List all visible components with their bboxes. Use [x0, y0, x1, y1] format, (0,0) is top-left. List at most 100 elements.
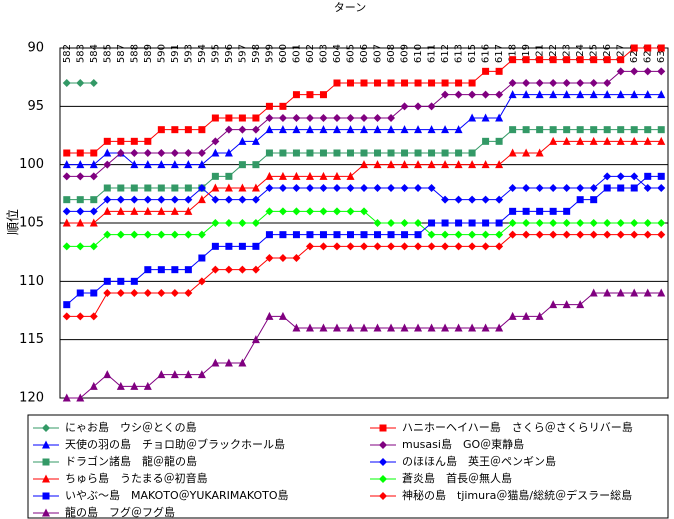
data-point — [576, 136, 585, 145]
data-point — [319, 125, 328, 134]
legend-marker — [42, 492, 50, 500]
x-tick-label: 599 — [264, 44, 275, 63]
data-point — [468, 195, 477, 204]
data-point — [89, 381, 98, 390]
data-point — [603, 136, 612, 145]
data-point — [130, 149, 139, 157]
data-point — [643, 90, 652, 99]
data-point — [157, 160, 166, 169]
x-tick-label: 583 — [75, 44, 86, 63]
data-point — [657, 67, 666, 76]
data-point — [211, 242, 219, 250]
data-point — [224, 125, 233, 134]
data-point — [590, 126, 598, 134]
legend-marker — [42, 424, 50, 432]
x-tick-label: 618 — [508, 44, 519, 63]
data-point — [536, 207, 544, 215]
data-point — [238, 219, 247, 227]
data-point — [184, 126, 192, 134]
data-point — [89, 207, 98, 216]
data-point — [265, 125, 274, 134]
data-point — [603, 288, 612, 297]
data-point — [252, 161, 260, 169]
data-point — [103, 184, 111, 192]
data-point — [414, 79, 422, 87]
y-tick-label: 120 — [19, 391, 44, 406]
data-point — [278, 125, 287, 134]
data-point — [224, 358, 233, 367]
data-point — [319, 149, 327, 157]
data-point — [441, 219, 449, 227]
data-point — [630, 288, 639, 297]
data-point — [589, 288, 598, 297]
legend-label: にゃお島 ウシ＠とくの島 — [65, 420, 197, 434]
data-point — [225, 242, 233, 250]
series-line — [66, 175, 662, 306]
data-point — [495, 90, 504, 99]
data-point — [333, 79, 341, 87]
x-tick-label: 588 — [129, 44, 140, 63]
data-point — [144, 266, 152, 274]
data-point — [346, 171, 355, 180]
data-point — [549, 79, 558, 87]
data-point — [576, 56, 584, 64]
data-point — [360, 149, 368, 157]
data-point — [441, 195, 450, 204]
data-point — [265, 149, 273, 157]
data-point — [643, 67, 652, 76]
data-point — [387, 114, 396, 122]
data-point — [495, 113, 504, 122]
data-point — [522, 90, 531, 99]
data-point — [495, 160, 504, 169]
data-point — [374, 231, 382, 239]
x-tick-label: 605 — [345, 44, 356, 63]
data-point — [657, 126, 665, 134]
data-point — [197, 149, 206, 157]
data-point — [657, 136, 666, 145]
data-point — [644, 172, 652, 180]
data-point — [143, 160, 152, 169]
data-point — [346, 79, 354, 87]
data-point — [360, 323, 368, 332]
data-point — [90, 289, 98, 297]
data-point — [562, 90, 571, 99]
data-point — [468, 79, 476, 87]
data-point — [292, 184, 301, 192]
x-tick-label: 610 — [413, 44, 424, 63]
data-point — [508, 230, 517, 239]
series-line — [66, 292, 662, 399]
data-point — [103, 148, 112, 157]
data-point — [306, 91, 314, 99]
data-point — [130, 195, 139, 204]
legend-marker — [42, 458, 50, 466]
x-tick-label: 630 — [656, 44, 667, 63]
data-point — [319, 171, 328, 180]
data-point — [468, 113, 477, 122]
data-point — [495, 137, 503, 145]
data-point — [265, 254, 274, 262]
data-point — [428, 219, 436, 227]
data-point — [130, 277, 138, 285]
legend-label: ドラゴン諸島 龍＠龍の島 — [65, 454, 197, 468]
data-point — [279, 231, 287, 239]
data-point — [549, 300, 558, 309]
data-point — [603, 90, 612, 99]
data-point — [130, 137, 138, 145]
data-point — [589, 219, 598, 227]
data-point — [143, 149, 152, 157]
data-point — [346, 231, 354, 239]
x-tick-label: 621 — [535, 44, 546, 63]
data-point — [62, 160, 71, 169]
data-point — [292, 91, 300, 99]
data-point — [197, 160, 206, 169]
data-point — [238, 114, 246, 122]
data-point — [117, 277, 125, 285]
data-point — [630, 136, 639, 145]
data-point — [454, 160, 463, 169]
data-point — [373, 184, 382, 192]
data-point — [590, 196, 598, 204]
data-point — [251, 335, 260, 344]
x-axis-title: ターン — [334, 1, 366, 14]
data-point — [292, 114, 301, 122]
data-point — [616, 288, 625, 297]
